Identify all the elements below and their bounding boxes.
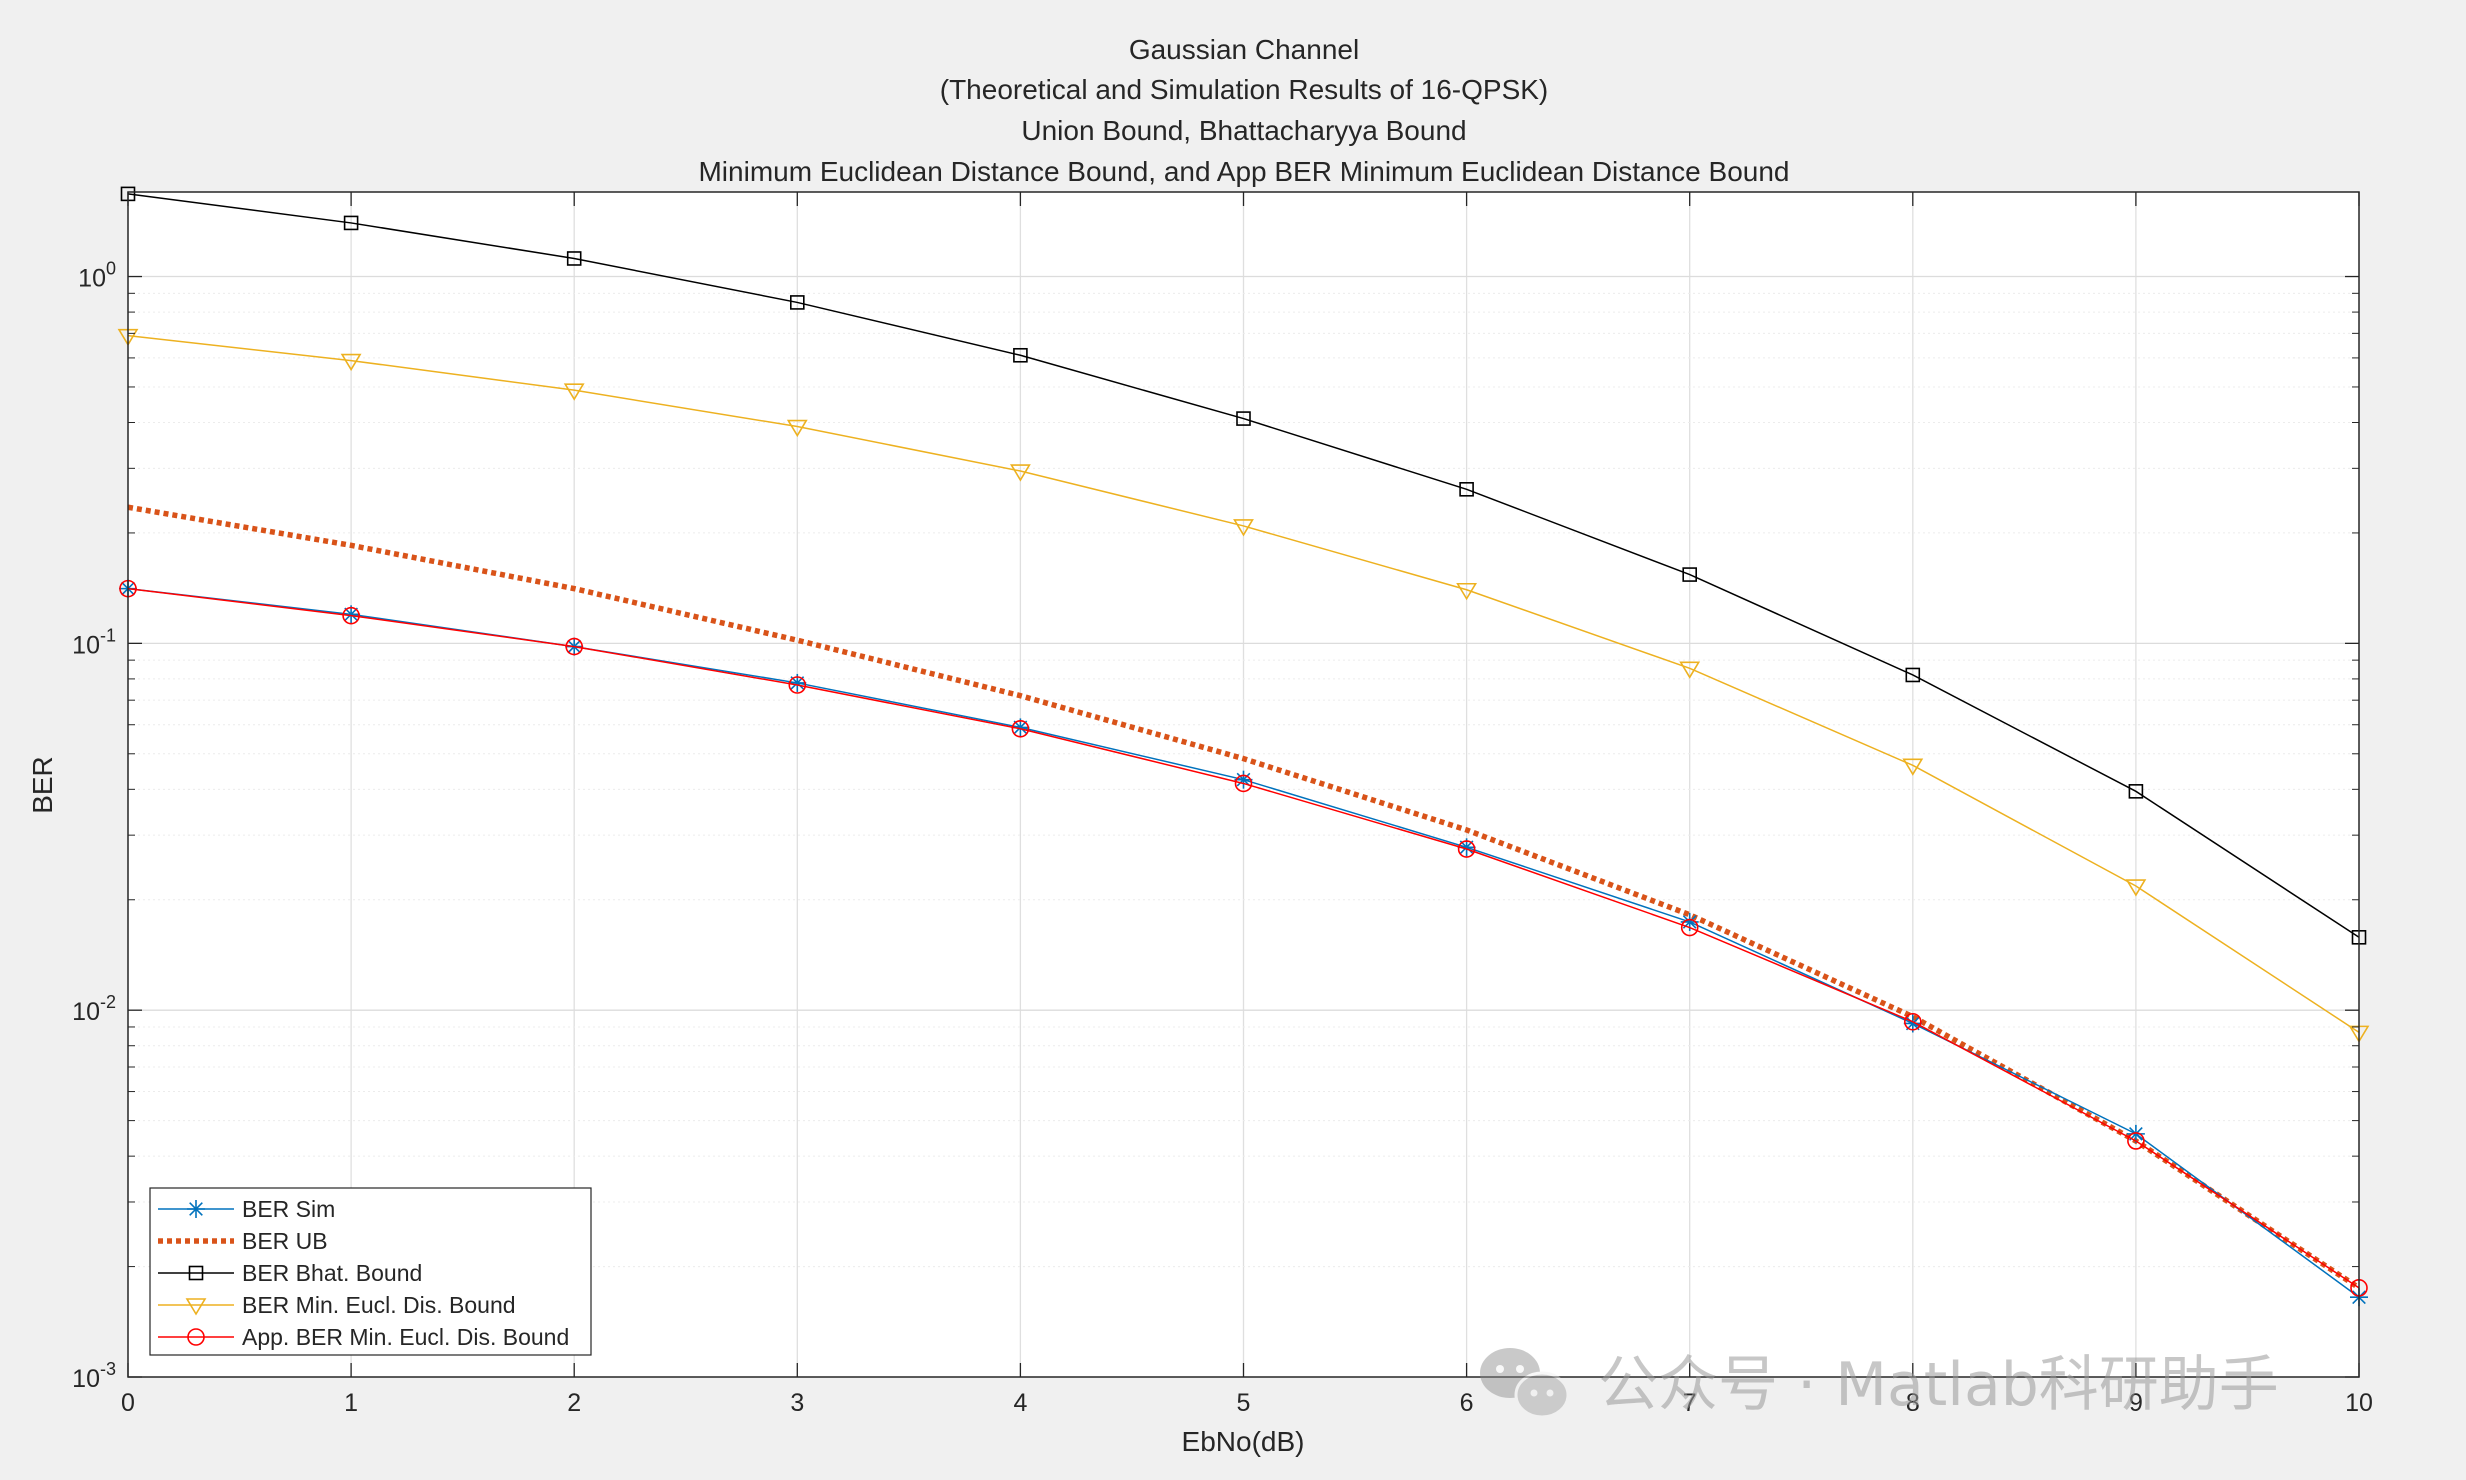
- y-tick-label: 10-2: [72, 992, 116, 1026]
- data-point: [1679, 661, 1701, 679]
- x-tick-label: 10: [2345, 1389, 2373, 1417]
- chart-title: Gaussian Channel (Theoretical and Simula…: [698, 34, 1789, 187]
- data-point: [2128, 784, 2144, 799]
- data-point: [566, 251, 582, 266]
- series-1: [127, 504, 2361, 1291]
- data-point: [2127, 1132, 2145, 1150]
- y-tick-base: 10: [78, 265, 106, 293]
- data-point: [1456, 582, 1478, 601]
- chart-title-line-2: (Theoretical and Simulation Results of 1…: [940, 74, 1549, 105]
- x-tick-label: 3: [790, 1389, 804, 1417]
- x-tick-label: 0: [121, 1389, 135, 1417]
- legend-entry: BER UB: [158, 1228, 328, 1254]
- data-point: [1233, 519, 1254, 537]
- series-4: [119, 579, 2368, 1297]
- data-point: [786, 419, 808, 438]
- data-point: [1457, 840, 1476, 858]
- series-line: [127, 334, 2360, 1033]
- legend-marker: [188, 1265, 204, 1281]
- y-tick-base: 10: [72, 631, 100, 659]
- legend-label: BER Min. Eucl. Dis. Bound: [242, 1292, 516, 1318]
- x-tick-label: 4: [1013, 1389, 1027, 1417]
- x-tick-label: 6: [1460, 1389, 1474, 1417]
- x-tick-label: 9: [2129, 1389, 2143, 1417]
- y-tick-exponent: -2: [100, 992, 116, 1012]
- data-point: [563, 383, 585, 401]
- data-point: [340, 353, 362, 372]
- watermark: 公众号 · Matlab科研助手: [1480, 1348, 2279, 1420]
- data-point: [1680, 918, 1699, 937]
- legend-label: BER UB: [242, 1228, 328, 1254]
- legend: BER Sim BER UB BER Bhat. Bound BER Min. Euc…: [149, 1187, 592, 1356]
- data-point: [789, 295, 805, 310]
- data-point: [1009, 464, 1031, 482]
- data-point: [565, 637, 584, 656]
- grid: [128, 192, 2359, 1377]
- data-point: [1905, 667, 1921, 683]
- legend-entry: BER Min. Eucl. Dis. Bound: [158, 1292, 516, 1318]
- y-tick-exponent: 0: [106, 259, 116, 279]
- legend-marker: [185, 1298, 207, 1316]
- series-line: [127, 504, 2361, 1291]
- y-axis-label: BER: [27, 756, 58, 814]
- watermark-text: 公众号 · Matlab科研助手: [1598, 1350, 2279, 1420]
- x-tick-label: 5: [1237, 1389, 1251, 1417]
- y-tick-label: 10-1: [72, 625, 116, 659]
- legend-box: [149, 1187, 592, 1356]
- data-point: [1011, 719, 1030, 738]
- y-tick-exponent: -3: [100, 1359, 116, 1379]
- data-point: [1902, 758, 1924, 776]
- data-point: [342, 605, 361, 624]
- data-point: [2125, 879, 2147, 897]
- data-point: [1234, 774, 1253, 793]
- series-layer: [117, 186, 2370, 1307]
- y-tick-base: 10: [72, 998, 100, 1026]
- x-tick-label: 7: [1683, 1389, 1697, 1417]
- series-line: [127, 587, 2360, 1289]
- legend-label: App. BER Min. Eucl. Dis. Bound: [242, 1324, 569, 1350]
- y-tick-label: 10-3: [72, 1359, 116, 1393]
- data-point: [1013, 347, 1028, 363]
- chart-title-line-4: Minimum Euclidean Distance Bound, and Ap…: [698, 156, 1789, 187]
- x-axis-label: EbNo(dB): [1182, 1426, 1305, 1457]
- data-point: [1682, 567, 1697, 582]
- legend-entry: BER Sim: [158, 1196, 335, 1222]
- legend-label: BER Bhat. Bound: [242, 1260, 422, 1286]
- chart-title-line-1: Gaussian Channel: [1129, 34, 1359, 65]
- x-tick-label: 2: [567, 1389, 581, 1417]
- data-point: [1236, 411, 1251, 426]
- chart-title-line-3: Union Bound, Bhattacharyya Bound: [1021, 115, 1466, 146]
- series-line: [127, 193, 2360, 938]
- legend-marker: [187, 1200, 205, 1218]
- legend-label: BER Sim: [242, 1196, 335, 1222]
- legend-entry: App. BER Min. Eucl. Dis. Bound: [158, 1324, 569, 1350]
- wechat-icon: [1480, 1348, 1570, 1419]
- legend-entry: BER Bhat. Bound: [158, 1260, 422, 1286]
- x-tick-label: 8: [1906, 1389, 1920, 1417]
- data-point: [342, 606, 360, 625]
- data-point: [343, 215, 359, 231]
- data-point: [1011, 718, 1030, 737]
- data-point: [1904, 1012, 1922, 1031]
- data-point: [788, 676, 807, 694]
- legend-marker: [187, 1328, 205, 1346]
- data-point: [1234, 770, 1253, 789]
- y-tick-exponent: -1: [100, 625, 116, 645]
- y-tick-label: 100: [78, 259, 116, 293]
- data-point: [1459, 482, 1474, 497]
- y-tick-base: 10: [72, 1365, 100, 1393]
- x-tick-label: 1: [344, 1389, 358, 1417]
- series-3: [117, 328, 2370, 1043]
